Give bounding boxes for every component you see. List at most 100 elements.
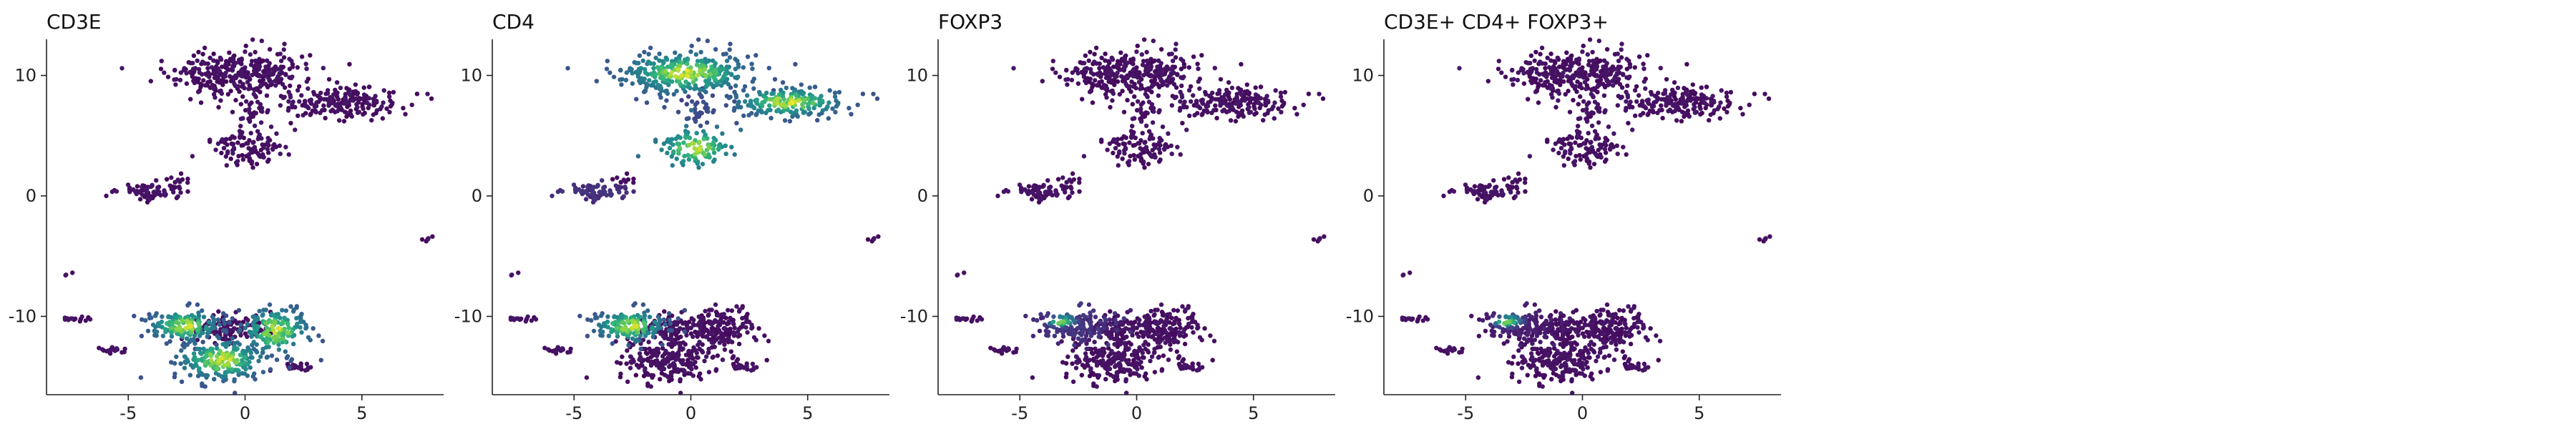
scatter-point <box>1143 139 1148 144</box>
scatter-point <box>1645 53 1650 58</box>
scatter-point <box>1189 325 1194 330</box>
scatter-point <box>1093 45 1099 51</box>
scatter-point <box>1064 68 1069 73</box>
scatter-point <box>631 180 636 185</box>
scatter-point <box>243 65 248 70</box>
scatter-point <box>681 368 686 373</box>
scatter-point <box>508 315 513 320</box>
scatter-point <box>265 147 270 152</box>
scatter-point <box>637 53 643 59</box>
scatter-point <box>732 99 737 104</box>
scatter-point <box>1294 112 1299 117</box>
scatter-point <box>243 49 248 54</box>
scatter-point <box>579 189 584 194</box>
scatter-point <box>232 341 237 346</box>
scatter-point <box>1664 77 1669 82</box>
scatter-point <box>1082 61 1087 66</box>
scatter-point <box>1132 94 1137 99</box>
scatter-point <box>1251 97 1256 102</box>
scatter-point <box>1030 375 1035 380</box>
scatter-point <box>1073 365 1079 370</box>
scatter-point <box>247 107 252 112</box>
scatter-point <box>691 317 696 322</box>
scatter-point <box>802 97 807 103</box>
scatter-point <box>243 325 248 330</box>
scatter-point <box>1581 43 1586 49</box>
scatter-point <box>1566 333 1571 338</box>
scatter-point <box>230 336 235 341</box>
scatter-point <box>419 237 425 242</box>
scatter-point <box>826 100 831 105</box>
scatter-point <box>703 308 708 314</box>
scatter-point <box>1077 180 1082 185</box>
scatter-point <box>1556 150 1561 156</box>
scatter-point <box>275 76 280 82</box>
scatter-point <box>583 197 589 202</box>
scatter-point <box>258 354 263 359</box>
scatter-point <box>1052 333 1058 338</box>
scatter-point <box>1086 337 1092 342</box>
scatter-point <box>1553 104 1558 110</box>
scatter-point <box>1222 92 1228 97</box>
scatter-point <box>248 350 253 355</box>
scatter-point <box>621 177 626 182</box>
scatter-point <box>668 321 673 326</box>
scatter-point <box>219 150 224 156</box>
scatter-point <box>1118 320 1123 325</box>
scatter-point <box>812 96 818 101</box>
scatter-point <box>698 87 703 92</box>
scatter-point <box>220 311 226 316</box>
scatter-point <box>1053 70 1058 75</box>
scatter-point <box>691 322 697 327</box>
scatter-point <box>245 79 250 85</box>
scatter-point <box>169 334 175 339</box>
scatter-point <box>266 345 271 350</box>
scatter-point <box>1107 317 1113 322</box>
scatter-point <box>233 73 238 78</box>
scatter-point <box>666 327 672 333</box>
scatter-point <box>266 157 271 162</box>
scatter-point <box>276 326 282 331</box>
scatter-point <box>653 79 658 84</box>
scatter-point <box>244 141 249 146</box>
scatter-point <box>666 342 671 347</box>
scatter-point <box>1145 322 1150 327</box>
scatter-point <box>1521 81 1527 87</box>
scatter-point <box>238 79 243 84</box>
scatter-point <box>706 152 711 157</box>
scatter-point <box>1130 102 1136 107</box>
scatter-point <box>304 361 310 367</box>
scatter-point <box>1177 108 1183 113</box>
scatter-point <box>1187 113 1192 119</box>
scatter-point <box>223 336 228 342</box>
scatter-point <box>238 102 243 107</box>
scatter-point <box>676 341 681 346</box>
scatter-point <box>184 71 189 76</box>
scatter-point <box>283 72 288 77</box>
scatter-point <box>248 365 253 370</box>
scatter-point <box>1211 338 1217 344</box>
scatter-point <box>663 348 668 354</box>
scatter-point <box>1174 41 1179 46</box>
scatter-point <box>1128 307 1133 313</box>
scatter-point <box>1273 88 1278 93</box>
scatter-point <box>651 66 656 71</box>
x-tick-label: -5 <box>1011 403 1028 423</box>
scatter-point <box>200 308 205 313</box>
scatter-point <box>1317 236 1322 241</box>
scatter-point <box>657 58 662 63</box>
scatter-point <box>608 70 613 75</box>
scatter-point <box>1168 347 1174 352</box>
scatter-point <box>1129 362 1135 368</box>
scatter-point <box>745 330 750 335</box>
scatter-point <box>1126 321 1131 326</box>
scatter-point <box>373 94 378 99</box>
scatter-point <box>245 317 250 322</box>
scatter-point <box>638 355 643 360</box>
scatter-point <box>1224 87 1229 92</box>
scatter-point <box>729 308 734 313</box>
scatter-point <box>1472 184 1478 189</box>
scatter-point <box>954 315 960 320</box>
scatter-point <box>296 84 302 89</box>
scatter-point <box>1767 234 1772 239</box>
